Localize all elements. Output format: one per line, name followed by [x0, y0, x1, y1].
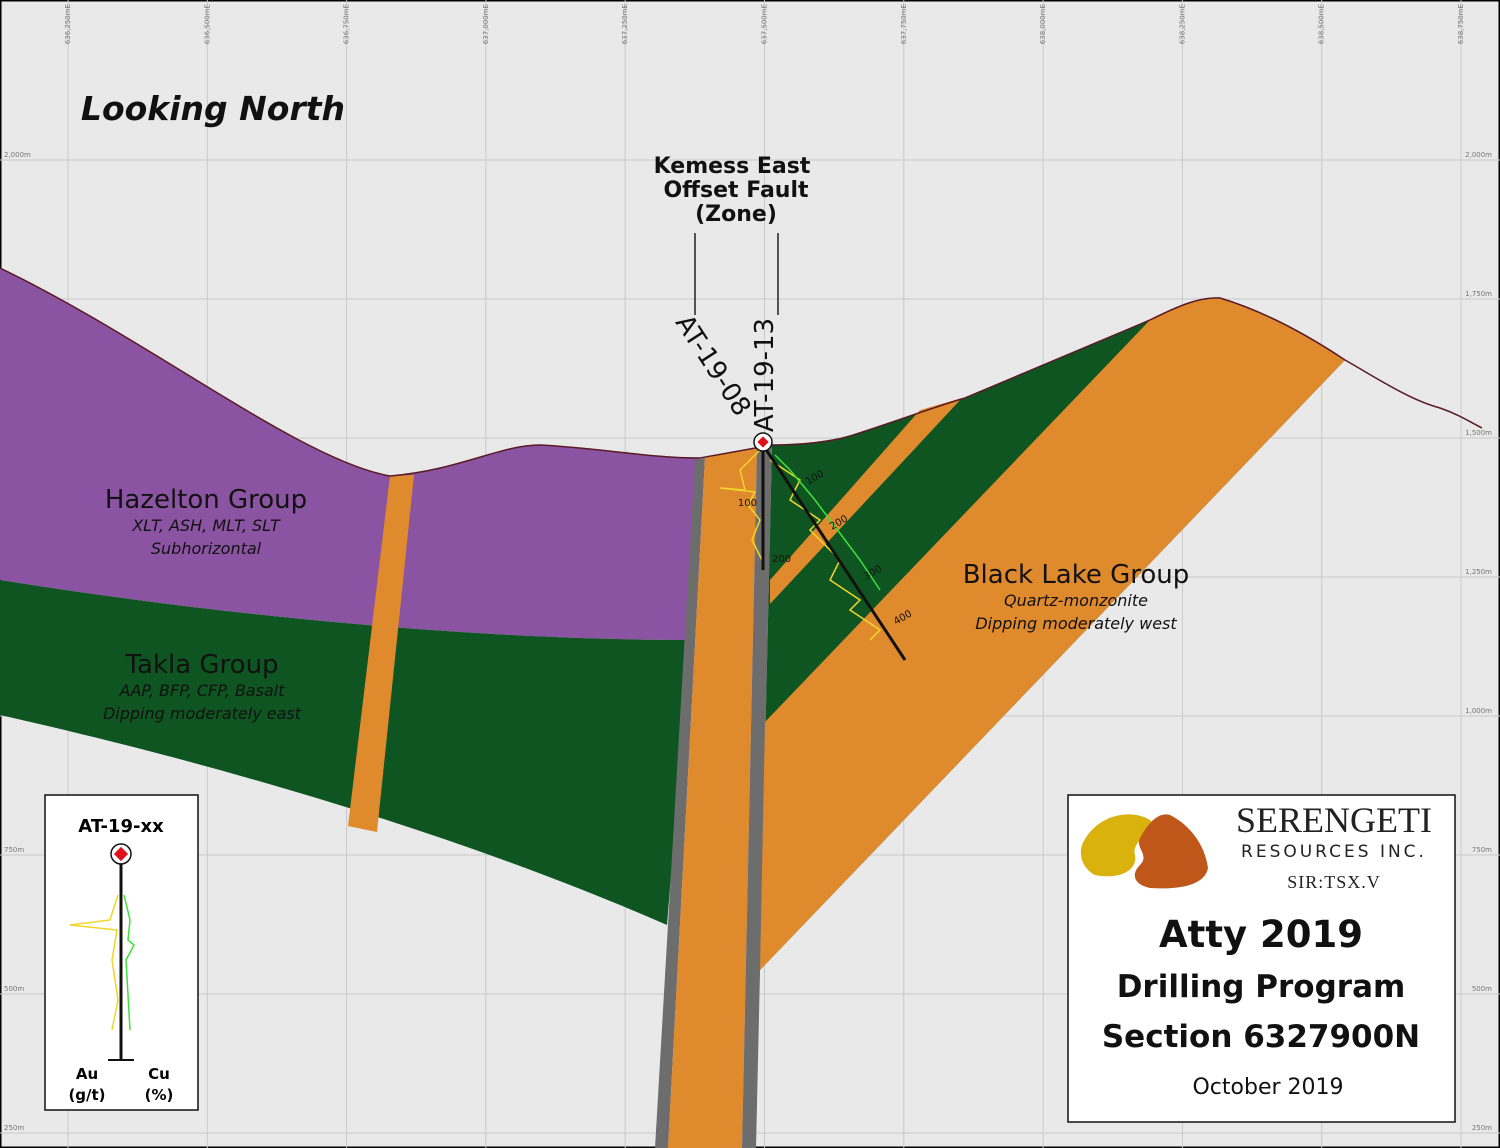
- drill-hole: [761, 444, 907, 661]
- collar-marker: [113, 846, 129, 862]
- elevation-label: 2,000m: [1465, 151, 1492, 159]
- easting-label: 638,750mE: [1457, 4, 1465, 44]
- elevation-label: 2,000m: [4, 151, 31, 159]
- au-trace: [69, 894, 119, 1031]
- easting-label: 638,500mE: [1318, 4, 1326, 44]
- fault-label: (Zone): [695, 202, 777, 227]
- elevation-label: 1,750m: [1465, 290, 1492, 298]
- fault-edge: [655, 458, 705, 1148]
- legend-label: Cu: [148, 1065, 170, 1083]
- legend-title: AT-19-xx: [78, 816, 164, 837]
- company-name: SERENGETI: [1236, 800, 1432, 840]
- fault-label: Offset Fault: [663, 178, 809, 203]
- elevation-label: 750m: [4, 846, 24, 854]
- logo-shape: [1134, 814, 1208, 889]
- unit-name: Takla Group: [124, 650, 278, 680]
- cu-trace: [774, 454, 881, 591]
- date: October 2019: [1192, 1075, 1343, 1100]
- fault-edge: [742, 445, 772, 1148]
- unit-note: AAP, BFP, CFP, Basalt: [119, 681, 286, 700]
- easting-label: 638,250mE: [1178, 4, 1186, 44]
- elevation-label: 1,000m: [1465, 707, 1492, 715]
- topography: [0, 267, 1483, 477]
- collar-marker: [757, 436, 769, 448]
- cu-trace: [123, 894, 135, 1031]
- logo-shape: [1080, 814, 1153, 877]
- depth-label: 200: [772, 554, 791, 565]
- easting-label: 637,750mE: [900, 4, 908, 44]
- title: Section 6327900N: [1102, 1019, 1420, 1055]
- unit-note: Dipping moderately west: [975, 614, 1177, 633]
- title-block: SERENGETI RESOURCES INC. SIR:TSX.V Atty …: [1067, 794, 1456, 1123]
- depth-label: 100: [738, 498, 757, 509]
- fault-fill: [668, 447, 757, 1148]
- easting-label: 637,000mE: [482, 4, 490, 44]
- easting-label: 637,250mE: [621, 4, 629, 44]
- elevation-label: 1,250m: [1465, 568, 1492, 576]
- unit-note: Dipping moderately east: [103, 704, 302, 723]
- elevation-label: 250m: [4, 1124, 24, 1132]
- easting-label: 636,250mE: [64, 4, 72, 44]
- unit-note: XLT, ASH, MLT, SLT: [131, 516, 281, 535]
- unit-name: Hazelton Group: [105, 485, 307, 515]
- easting-label: 637,500mE: [761, 4, 769, 44]
- title: Atty 2019: [1159, 913, 1363, 956]
- elevation-label: 500m: [1472, 985, 1492, 993]
- easting-label: 636,750mE: [343, 4, 351, 44]
- company-sub: RESOURCES INC.: [1241, 842, 1427, 862]
- takla-unit: [0, 580, 690, 925]
- easting-label: 638,000mE: [1039, 4, 1047, 44]
- unit-note: Subhorizontal: [151, 539, 262, 558]
- black-lake-unit: [760, 297, 1345, 970]
- title: Drilling Program: [1117, 969, 1406, 1005]
- ticker: SIR:TSX.V: [1287, 872, 1381, 892]
- legend-label: (%): [145, 1086, 174, 1104]
- elevation-label: 1,500m: [1465, 429, 1492, 437]
- elevation-label: 750m: [1472, 846, 1492, 854]
- fault-label: Kemess East: [654, 154, 811, 179]
- unit-name: Black Lake Group: [963, 560, 1190, 590]
- elevation-label: 250m: [1472, 1124, 1492, 1132]
- legend-label: Au: [76, 1065, 98, 1083]
- dike: [348, 475, 414, 832]
- elevation-label: 500m: [4, 985, 24, 993]
- hazelton-unit: [0, 268, 700, 640]
- au-trace: [719, 449, 763, 561]
- legend: AT-19-xx Au (g/t) Cu (%): [44, 794, 199, 1111]
- hole-label: AT-19-13: [750, 318, 780, 432]
- view-label: Looking North: [81, 89, 345, 128]
- unit-note: Quartz-monzonite: [1004, 591, 1148, 610]
- easting-label: 636,500mE: [203, 4, 211, 44]
- dike: [770, 398, 962, 604]
- legend-label: (g/t): [68, 1086, 105, 1104]
